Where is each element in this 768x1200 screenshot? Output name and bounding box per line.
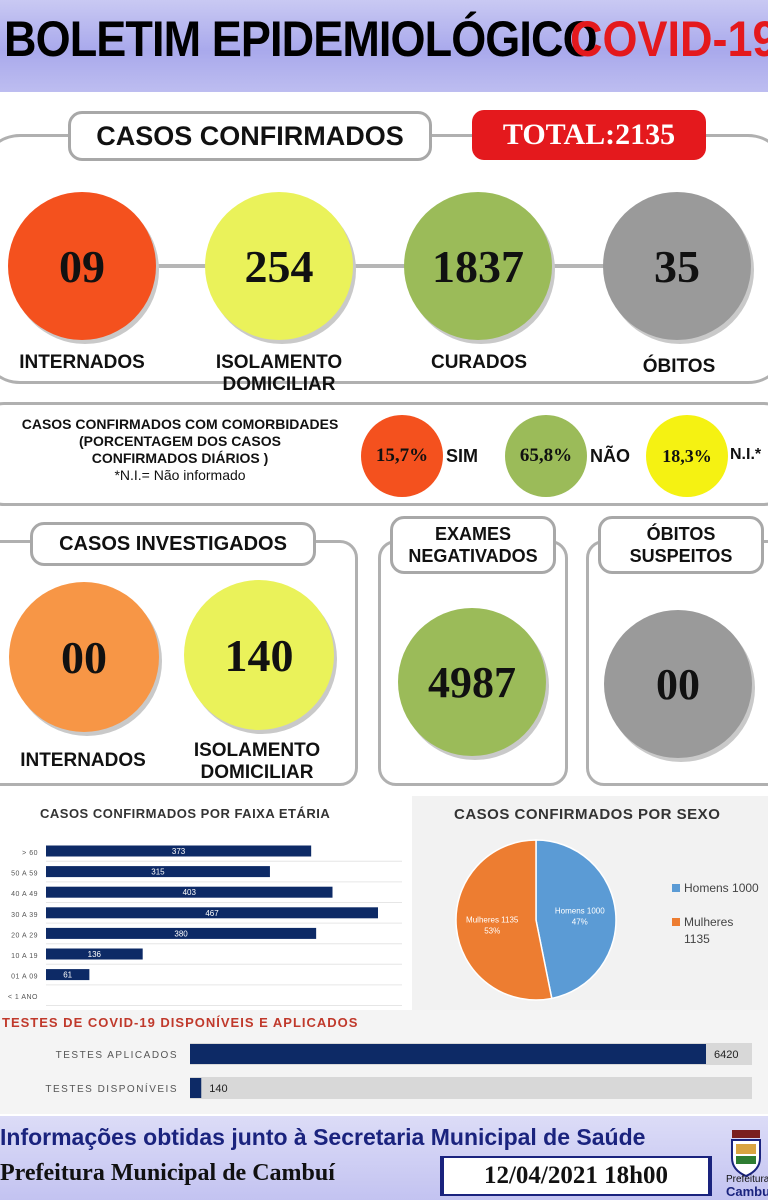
comorbidity-no-circle: 65,8% (505, 415, 587, 497)
age-bar (46, 886, 333, 898)
confirmed-total-badge: TOTAL:2135 (472, 110, 706, 160)
tests-tick-label: TESTES APLICADOS (56, 1050, 178, 1061)
connector (352, 264, 412, 268)
footer: Informações obtidas junto à Secretaria M… (0, 1116, 768, 1200)
comorbidity-ni-circle: 18,3% (646, 415, 728, 497)
tests-tick-label: TESTES DISPONÍVEIS (45, 1082, 178, 1095)
sex-legend-label: 1135 (684, 932, 710, 946)
sex-pie-slice (535, 839, 617, 1000)
tests-bar-value: 140 (209, 1083, 227, 1095)
confirmed-recovered-circle: 1837 (404, 192, 552, 340)
confirmed-hospitalized-value: 09 (59, 240, 105, 292)
comorbidity-yes-circle: 15,7% (361, 415, 443, 497)
age-chart-title: CASOS CONFIRMADOS POR FAIXA ETÁRIA (40, 806, 331, 821)
comorbidity-ni-label: N.I.* (730, 446, 762, 463)
tests-chart: TESTES APLICADOS 6420 TESTES DISPONÍVEIS 14… (45, 1043, 752, 1099)
sex-chart-title: CASOS CONFIRMADOS POR SEXO (454, 806, 721, 823)
age-tick-label: 20 A 29 (11, 932, 38, 939)
tests-bar (190, 1044, 706, 1064)
age-bar (46, 866, 270, 878)
connector (550, 264, 610, 268)
age-tick-label: 30 A 39 (11, 912, 38, 919)
age-bar (46, 948, 143, 960)
age-bar-value: 380 (174, 929, 188, 938)
sex-slice-percent: 47% (572, 918, 588, 927)
tests-bar (190, 1078, 202, 1098)
sex-slice-percent: 53% (484, 926, 500, 935)
suspect-deaths-circle: 00 (604, 610, 752, 758)
age-tick-label: < 1 ANO (8, 994, 38, 1001)
confirmed-deaths-value: 35 (654, 240, 700, 292)
crest-city: Cambuí (726, 1184, 768, 1199)
investigated-hospitalized-label: INTERNADOS (20, 750, 146, 771)
age-bar (46, 907, 378, 919)
confirmed-recovered-label: CURADOS (430, 352, 528, 373)
sex-legend-label: Mulheres (684, 915, 733, 929)
sex-legend-swatch (672, 884, 680, 892)
age-tick-label: 01 A 09 (11, 974, 38, 981)
tests-bar-track (190, 1077, 752, 1099)
confirmed-hospitalized-label: INTERNADOS (19, 352, 145, 373)
age-bar (46, 845, 312, 857)
age-tick-label: > 60 (22, 850, 38, 857)
confirmed-deaths-label: ÓBITOS (642, 356, 716, 377)
age-bar (46, 927, 317, 939)
page-title-accent: COVID-19 (570, 11, 768, 67)
tests-bar-value: 6420 (714, 1049, 738, 1061)
age-bar-value: 136 (88, 950, 102, 959)
confirmed-isolation-label: ISOLAMENTO DOMICILIAR (215, 352, 343, 395)
sex-legend-swatch (672, 918, 680, 926)
sex-chart: Homens 1000 47% Mulheres 1135 53% Homens 100… (455, 839, 759, 1001)
investigated-label: CASOS INVESTIGADOS (30, 522, 316, 566)
tests-chart-title: TESTES DE COVID-19 DISPONÍVEIS E APLICAD… (2, 1015, 359, 1030)
age-tick-label: 10 A 19 (11, 953, 38, 960)
footer-org: Prefeitura Municipal de Cambuí (0, 1160, 335, 1186)
footer-source: Informações obtidas junto à Secretaria M… (0, 1124, 646, 1150)
age-bar (46, 969, 90, 981)
sex-slice-label: Homens 1000 (555, 907, 605, 916)
age-bar-value: 467 (205, 909, 219, 918)
city-crest-icon (731, 1130, 761, 1178)
sex-legend-label: Homens 1000 (684, 881, 759, 895)
age-bar-value: 61 (63, 971, 72, 980)
age-bar-value: 315 (151, 868, 165, 877)
investigated-isolation-circle: 140 (184, 580, 334, 730)
suspect-deaths-label: ÓBITOS SUSPEITOS (598, 516, 764, 574)
connector (150, 264, 210, 268)
age-bar-value: 403 (183, 888, 197, 897)
header-banner: BOLETIM EPIDEMIOLÓGICO COVID-19 (0, 0, 768, 92)
confirmed-deaths-circle: 35 (603, 192, 751, 340)
comorbidities-title: CASOS CONFIRMADOS COM COMORBIDADES (PORC… (21, 416, 339, 483)
negative-label: EXAMES NEGATIVADOS (390, 516, 556, 574)
confirmed-isolation-value: 254 (244, 240, 314, 292)
age-tick-label: 50 A 59 (11, 871, 38, 878)
confirmed-recovered-value: 1837 (432, 240, 524, 292)
confirmed-isolation-circle: 254 (205, 192, 353, 340)
age-chart: > 60 373 50 A 59 315 40 A 49 403 30 A 39 467 20 … (8, 845, 402, 1006)
comorbidity-no-label: NÃO (590, 446, 630, 466)
sex-pie-slice (455, 839, 553, 1001)
footer-datetime: 12/04/2021 18h00 (440, 1156, 712, 1196)
sex-slice-label: Mulheres 1135 (466, 915, 519, 924)
investigated-hospitalized-circle: 00 (9, 582, 159, 732)
investigated-isolation-label: ISOLAMENTO DOMICILIAR (193, 740, 321, 783)
comorbidity-yes-label: SIM (446, 446, 479, 466)
crest-label: Prefeitura (726, 1174, 768, 1185)
age-tick-label: 40 A 49 (11, 891, 38, 898)
confirmed-hospitalized-circle: 09 (8, 192, 156, 340)
page-title: BOLETIM EPIDEMIOLÓGICO (4, 11, 598, 67)
age-bar-value: 373 (172, 847, 186, 856)
negative-circle: 4987 (398, 608, 546, 756)
confirmed-label: CASOS CONFIRMADOS (68, 111, 432, 161)
